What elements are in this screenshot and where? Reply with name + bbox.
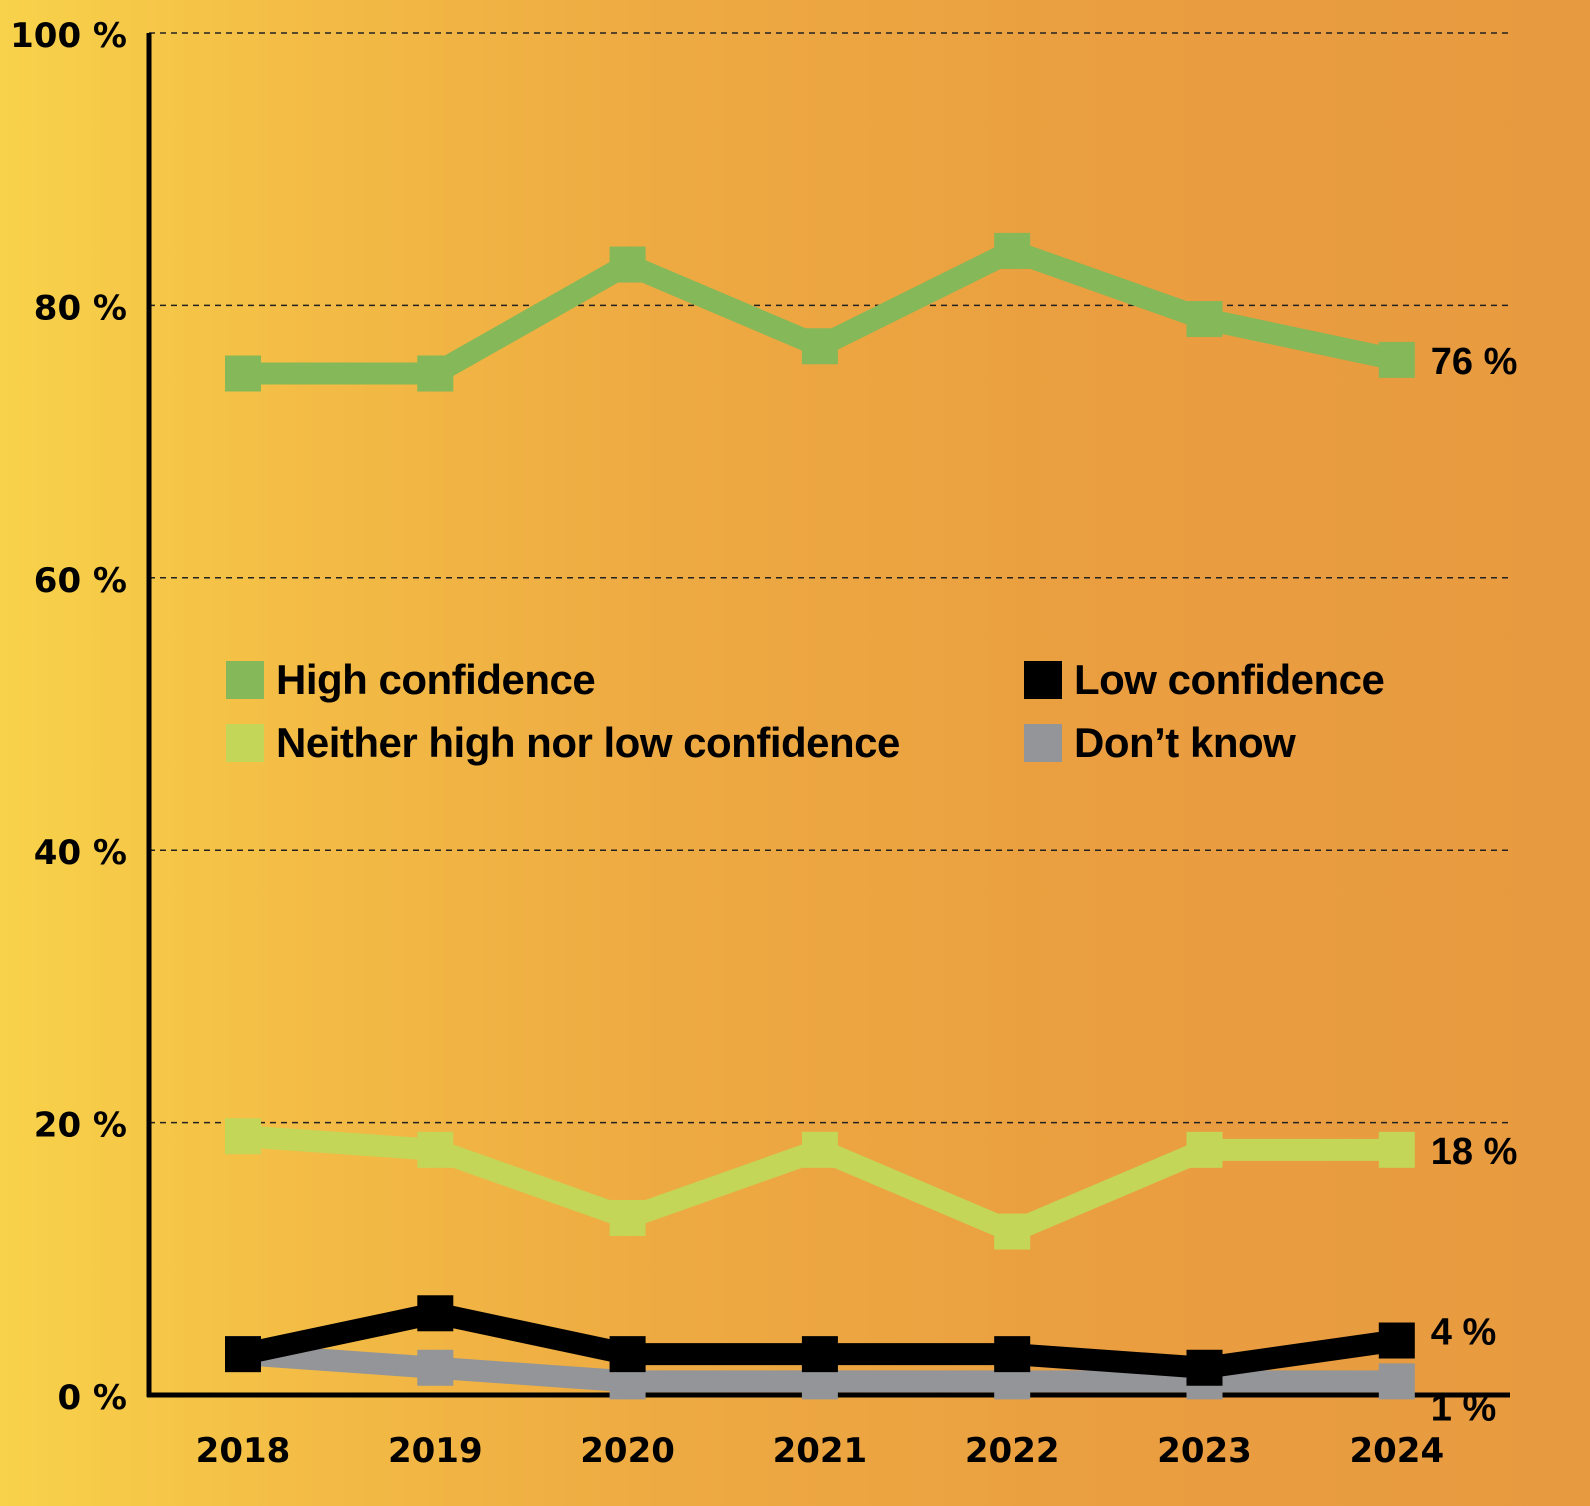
data-point-marker bbox=[417, 1349, 454, 1386]
data-point-marker bbox=[1378, 341, 1415, 378]
data-point-marker bbox=[994, 1213, 1031, 1250]
data-point-marker bbox=[801, 1336, 838, 1373]
legend-item-high-confidence: High confidence bbox=[226, 655, 596, 705]
end-value-label: 4 % bbox=[1431, 1312, 1496, 1354]
legend-swatch-icon bbox=[226, 724, 264, 762]
series-low-confidence bbox=[225, 1295, 1415, 1386]
legend-label: Don’t know bbox=[1074, 719, 1296, 766]
legend-item-neither: Neither high nor low confidence bbox=[226, 718, 900, 768]
data-point-marker bbox=[1186, 301, 1223, 338]
legend-label: Low confidence bbox=[1074, 656, 1385, 703]
data-point-marker bbox=[225, 1336, 261, 1373]
legend: High confidence Low confidence Neither h… bbox=[226, 655, 1426, 775]
data-point-marker bbox=[1186, 1349, 1223, 1386]
y-tick-labels: 0 % 20 % 40 % 60 % 80 % 100 % bbox=[10, 16, 127, 1418]
data-point-marker bbox=[801, 1131, 838, 1168]
gridlines bbox=[149, 32, 1510, 1124]
data-point-marker bbox=[417, 355, 454, 392]
legend-swatch-icon bbox=[1024, 661, 1062, 699]
y-tick-label: 0 % bbox=[57, 1378, 127, 1418]
data-point-marker bbox=[1378, 1322, 1415, 1359]
y-tick-label: 60 % bbox=[34, 561, 127, 601]
series-high-confidence bbox=[225, 232, 1415, 392]
data-point-marker bbox=[801, 328, 838, 365]
legend-item-dont-know: Don’t know bbox=[1024, 718, 1296, 768]
y-tick-label: 80 % bbox=[34, 288, 127, 328]
data-point-marker bbox=[609, 1336, 646, 1373]
data-point-marker bbox=[417, 1131, 454, 1168]
y-tick-label: 100 % bbox=[10, 16, 127, 56]
end-labels: 1 % 4 % 18 % 76 % bbox=[1431, 341, 1518, 1430]
y-tick-label: 40 % bbox=[34, 833, 127, 873]
data-point-marker bbox=[417, 1295, 454, 1332]
data-point-marker bbox=[609, 246, 646, 283]
data-point-marker bbox=[1186, 1131, 1223, 1168]
legend-item-low-confidence: Low confidence bbox=[1024, 655, 1385, 705]
x-tick-label: 2019 bbox=[388, 1431, 483, 1471]
data-point-marker bbox=[1378, 1363, 1415, 1400]
x-tick-label: 2024 bbox=[1349, 1431, 1444, 1471]
x-tick-label: 2022 bbox=[965, 1431, 1060, 1471]
legend-swatch-icon bbox=[1024, 724, 1062, 762]
x-tick-label: 2018 bbox=[196, 1431, 291, 1471]
y-tick-label: 20 % bbox=[34, 1106, 127, 1146]
end-value-label: 1 % bbox=[1431, 1387, 1496, 1429]
data-point-marker bbox=[1378, 1131, 1415, 1168]
x-tick-label: 2020 bbox=[580, 1431, 675, 1471]
end-value-label: 18 % bbox=[1431, 1131, 1518, 1173]
x-tick-label: 2021 bbox=[773, 1431, 868, 1471]
end-value-label: 76 % bbox=[1431, 341, 1518, 383]
legend-label: High confidence bbox=[276, 656, 596, 703]
series-neither-high-nor-low-confidence bbox=[225, 1118, 1415, 1250]
data-point-marker bbox=[994, 1336, 1031, 1373]
data-point-marker bbox=[994, 232, 1031, 269]
legend-label: Neither high nor low confidence bbox=[276, 719, 900, 766]
data-point-marker bbox=[225, 1118, 261, 1155]
data-point-marker bbox=[609, 1199, 646, 1236]
x-tick-label: 2023 bbox=[1157, 1431, 1252, 1471]
x-tick-labels: 2018 2019 2020 2021 2022 2023 2024 bbox=[196, 1431, 1444, 1471]
series-group bbox=[225, 232, 1415, 1400]
data-point-marker bbox=[225, 355, 261, 392]
legend-swatch-icon bbox=[226, 661, 264, 699]
